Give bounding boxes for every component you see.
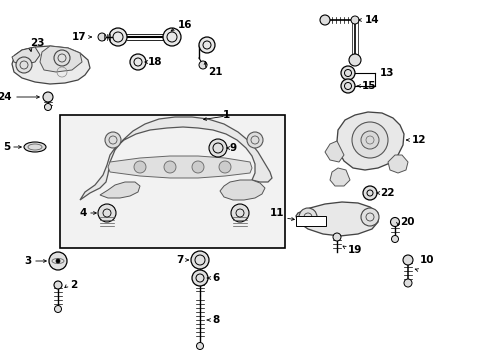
Circle shape — [196, 342, 203, 350]
Text: 1: 1 — [222, 110, 229, 120]
Text: 7: 7 — [176, 255, 183, 265]
Circle shape — [98, 204, 116, 222]
Circle shape — [54, 306, 61, 312]
Circle shape — [105, 132, 121, 148]
Circle shape — [403, 279, 411, 287]
Circle shape — [319, 15, 329, 25]
Text: 3: 3 — [25, 256, 32, 266]
Text: 15: 15 — [361, 81, 376, 91]
Circle shape — [208, 139, 226, 157]
Circle shape — [98, 33, 106, 41]
Circle shape — [298, 208, 316, 226]
Text: 21: 21 — [207, 67, 222, 77]
Polygon shape — [387, 155, 407, 173]
Text: 22: 22 — [379, 188, 394, 198]
Polygon shape — [40, 46, 82, 72]
Circle shape — [391, 235, 398, 243]
Text: 23: 23 — [30, 38, 44, 48]
Circle shape — [44, 104, 51, 111]
Text: 6: 6 — [212, 273, 219, 283]
Circle shape — [192, 161, 203, 173]
Polygon shape — [325, 141, 343, 162]
Text: 20: 20 — [399, 217, 414, 227]
Text: 4: 4 — [80, 208, 87, 218]
Bar — [295, 216, 325, 226]
Text: 18: 18 — [148, 57, 162, 67]
Polygon shape — [108, 156, 251, 178]
Circle shape — [49, 252, 67, 270]
Circle shape — [191, 251, 208, 269]
Polygon shape — [329, 168, 349, 186]
Polygon shape — [100, 182, 140, 198]
Text: 16: 16 — [178, 20, 192, 30]
Text: 9: 9 — [229, 143, 237, 153]
Text: 13: 13 — [379, 68, 394, 78]
Circle shape — [360, 131, 378, 149]
Polygon shape — [295, 202, 377, 236]
Ellipse shape — [24, 142, 46, 152]
Circle shape — [246, 132, 263, 148]
Circle shape — [134, 161, 146, 173]
Circle shape — [348, 54, 360, 66]
Circle shape — [360, 208, 378, 226]
Text: 11: 11 — [269, 208, 284, 218]
Text: 17: 17 — [71, 32, 86, 42]
Circle shape — [230, 204, 248, 222]
Circle shape — [332, 233, 340, 241]
Text: 24: 24 — [0, 92, 12, 102]
Circle shape — [109, 28, 127, 46]
Circle shape — [16, 57, 32, 73]
Circle shape — [56, 259, 60, 263]
Circle shape — [350, 16, 358, 24]
Circle shape — [402, 255, 412, 265]
Circle shape — [340, 79, 354, 93]
Circle shape — [199, 37, 215, 53]
Circle shape — [54, 50, 70, 66]
Polygon shape — [336, 112, 403, 170]
Text: 14: 14 — [364, 15, 379, 25]
Circle shape — [351, 122, 387, 158]
Circle shape — [219, 161, 230, 173]
Polygon shape — [12, 47, 40, 65]
Circle shape — [192, 270, 207, 286]
Circle shape — [163, 28, 181, 46]
Text: 5: 5 — [3, 142, 10, 152]
Circle shape — [340, 66, 354, 80]
Bar — [60, 115, 285, 248]
Text: 8: 8 — [212, 315, 219, 325]
Polygon shape — [80, 117, 271, 200]
Text: 2: 2 — [70, 280, 77, 290]
Text: 12: 12 — [411, 135, 426, 145]
Circle shape — [54, 281, 62, 289]
Text: 19: 19 — [347, 245, 362, 255]
Circle shape — [43, 92, 53, 102]
Circle shape — [362, 186, 376, 200]
Circle shape — [199, 61, 206, 69]
Circle shape — [130, 54, 146, 70]
Polygon shape — [220, 180, 264, 200]
Polygon shape — [12, 46, 90, 84]
Text: 10: 10 — [419, 255, 434, 265]
Circle shape — [163, 161, 176, 173]
Circle shape — [390, 217, 399, 226]
